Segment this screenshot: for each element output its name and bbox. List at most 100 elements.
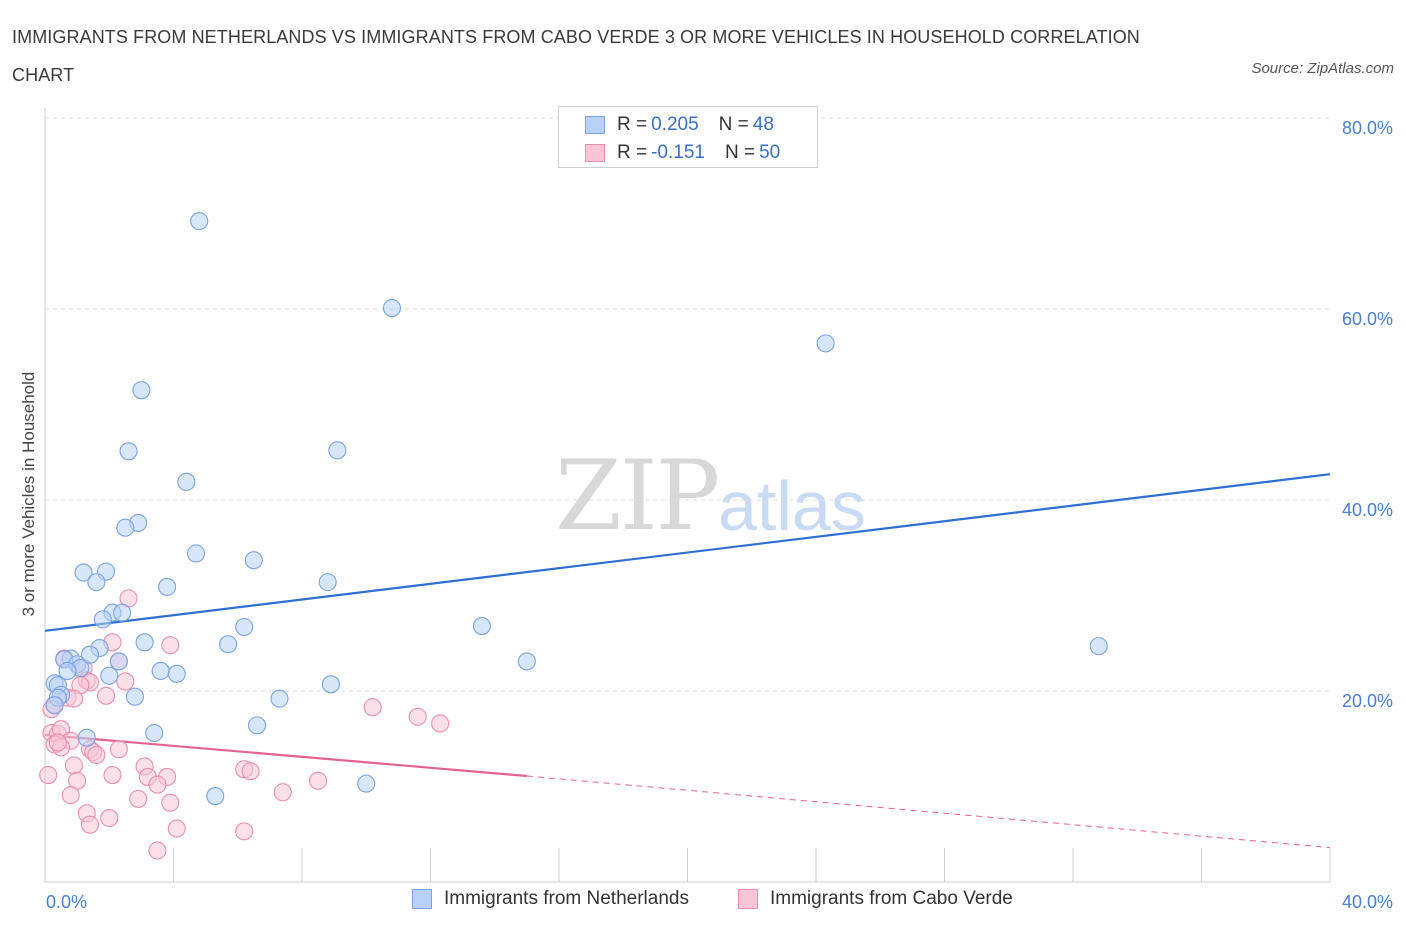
data-point-netherlands [190,212,209,231]
axes [44,108,1331,883]
data-point-netherlands [186,544,206,563]
legend-n-value: 48 [752,114,774,135]
trend-line-netherlands [44,473,1331,632]
series-legend: Immigrants from Netherlands Immigrants f… [0,888,1406,916]
series-netherlands-points [45,212,1108,806]
data-point-netherlands [113,603,132,622]
watermark-zip: ZIP [555,440,720,552]
data-point-netherlands [109,652,128,671]
data-point-cabo-verde [161,793,180,812]
data-point-netherlands [1089,637,1108,656]
data-point-netherlands [328,441,347,460]
data-point-cabo-verde [431,714,450,733]
grid-lines [45,117,1330,692]
data-point-cabo-verde [241,762,260,781]
data-point-netherlands [93,610,112,629]
data-point-netherlands [116,518,135,537]
legend-item-netherlands: Immigrants from Netherlands [412,888,689,910]
data-point-netherlands [135,633,154,652]
correlation-legend: R = 0.205 N = 48 R = -0.151 N = 50 [558,106,818,168]
legend-label-netherlands: Immigrants from Netherlands [444,888,689,909]
data-point-netherlands [816,334,835,353]
data-point-netherlands [132,381,151,400]
legend-n-label: N = [724,142,756,163]
data-point-cabo-verde [148,775,167,794]
data-point-netherlands [318,573,337,592]
legend-row-cabo-verde: R = -0.151 N = 50 [585,141,780,165]
y-tick-label: 80.0% [1342,118,1393,138]
legend-r-label: R = [617,142,648,163]
source-label: Source: ZipAtlas.com [1251,60,1394,77]
legend-r-label: R = [617,114,648,135]
legend-swatch-netherlands [585,116,605,134]
legend-n-label: N = [718,114,749,135]
legend-swatch-cabo-verde [738,889,758,909]
chart-title: IMMIGRANTS FROM NETHERLANDS VS IMMIGRANT… [12,27,1140,85]
data-point-cabo-verde [235,822,254,841]
watermark-atlas: atlas [718,467,866,545]
trend-line-solid [44,733,527,778]
legend-swatch-cabo-verde [585,144,605,162]
data-point-netherlands [119,442,138,461]
data-point-cabo-verde [39,765,58,785]
series-cabo-verde-points [39,589,450,860]
data-point-netherlands [382,298,402,318]
data-point-cabo-verde [109,740,128,759]
data-point-netherlands [357,774,376,793]
data-point-cabo-verde [161,636,180,655]
data-point-cabo-verde [48,733,67,752]
data-point-netherlands [74,563,93,582]
data-point-cabo-verde [100,808,119,828]
y-tick-label: 40.0% [1342,500,1393,520]
legend-row-netherlands: R = 0.205 N = 48 [585,113,774,137]
data-point-cabo-verde [309,771,328,790]
data-point-netherlands [247,716,267,735]
y-tick-labels: 20.0% 40.0% 60.0% 80.0% [1342,118,1393,711]
data-point-netherlands [100,666,119,685]
data-point-cabo-verde [64,756,83,775]
y-tick-label: 20.0% [1342,691,1393,711]
data-point-cabo-verde [61,786,80,805]
data-point-netherlands [77,728,96,747]
legend-swatch-netherlands [412,889,432,909]
legend-r-value: 0.205 [651,114,699,135]
data-point-cabo-verde [408,707,427,726]
data-point-cabo-verde [129,789,148,808]
data-point-netherlands [151,661,170,680]
data-point-netherlands [235,617,254,637]
data-point-netherlands [58,661,77,680]
y-axis-label: 3 or more Vehicles in Household [19,372,38,617]
data-point-netherlands [206,786,225,806]
data-point-cabo-verde [273,783,292,802]
legend-label-cabo-verde: Immigrants from Cabo Verde [770,888,1013,909]
data-point-cabo-verde [96,686,116,705]
legend-r-value: -0.151 [651,142,705,163]
x-tick-labels: 0.0% 40.0% [46,892,1393,912]
trend-line-solid [44,473,1331,632]
data-point-netherlands [219,635,238,654]
trend-line-cabo-verde [44,733,1331,849]
data-point-cabo-verde [103,765,122,785]
data-point-cabo-verde [80,815,100,834]
data-point-netherlands [167,664,186,683]
data-point-cabo-verde [87,745,106,765]
x-tick-label: 40.0% [1342,892,1393,912]
data-point-cabo-verde [116,672,135,691]
legend-item-cabo-verde: Immigrants from Cabo Verde [738,888,1013,910]
trend-line-dashed [526,775,1331,849]
data-point-netherlands [517,652,536,671]
data-point-netherlands [177,472,196,491]
x-tick-label: 0.0% [46,892,87,912]
data-point-cabo-verde [167,819,186,838]
data-point-netherlands [270,689,289,708]
data-point-netherlands [472,617,491,636]
data-point-netherlands [158,577,177,596]
y-tick-label: 60.0% [1342,309,1393,329]
data-point-netherlands [145,723,164,743]
data-point-netherlands [87,573,106,592]
data-point-netherlands [45,696,64,715]
data-point-cabo-verde [363,698,382,717]
legend-n-value: 50 [759,142,781,163]
data-point-cabo-verde [148,841,167,860]
